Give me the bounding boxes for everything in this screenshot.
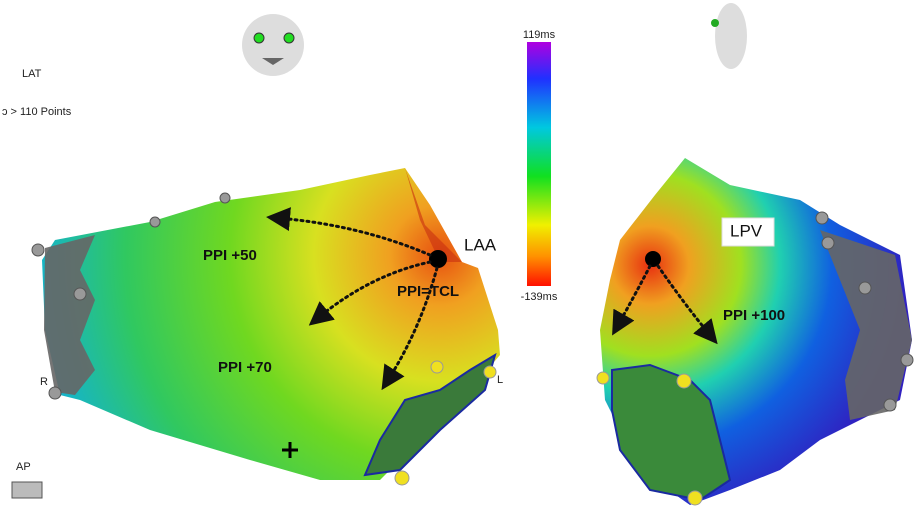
- ppi-100-label: PPI +100: [723, 307, 785, 324]
- ppi-50-label: PPI +50: [203, 247, 257, 264]
- lat-label: LAT: [22, 68, 42, 80]
- points-label: ɔ > 110 Points: [2, 106, 72, 118]
- ppi-tcl-label: PPI=TCL: [397, 283, 459, 300]
- color-bar: [527, 42, 551, 286]
- orientation-icon: [12, 482, 42, 498]
- laa-label: LAA: [464, 235, 497, 254]
- right-atrium-map: [597, 158, 913, 505]
- view-label: AP: [16, 461, 31, 473]
- screenshot: LAT ɔ > 110 Points AP 119ms -139ms R L L…: [0, 0, 914, 518]
- right-marker: R: [40, 376, 48, 388]
- ppi-70-label: PPI +70: [218, 359, 272, 376]
- left-atrium-map: [32, 168, 500, 485]
- left-marker: L: [497, 374, 503, 386]
- colorbar-min: -139ms: [521, 291, 558, 303]
- colorbar-max: 119ms: [523, 29, 556, 41]
- view-icon: [242, 3, 747, 76]
- lpv-label: LPV: [730, 221, 763, 240]
